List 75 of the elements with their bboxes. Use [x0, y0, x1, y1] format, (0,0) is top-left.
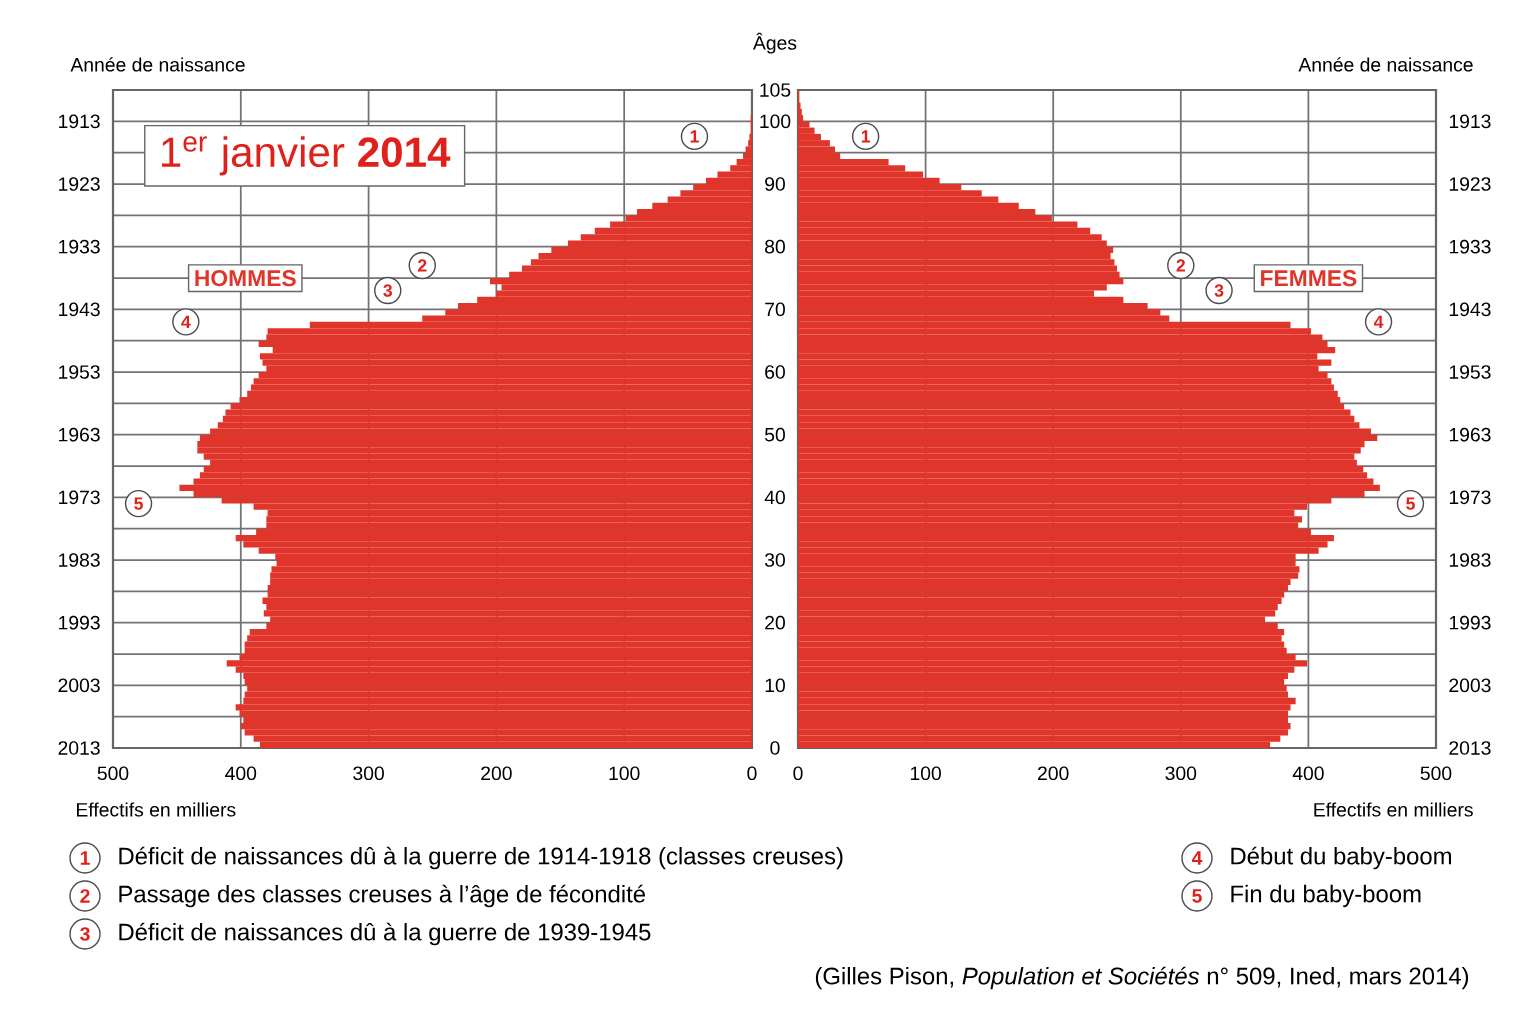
x-tick-label: 200 — [1038, 766, 1069, 781]
y2-tick-label: 1923 — [1449, 177, 1491, 191]
y2-tick-label: 1943 — [59, 302, 100, 317]
y-tick-label: 0 — [770, 741, 780, 755]
annotation: 2 — [417, 259, 427, 272]
y2-tick-label: 1983 — [59, 553, 100, 567]
text: 1 — [80, 851, 90, 865]
text: 2 — [80, 889, 90, 903]
y2-tick-label: 1933 — [1449, 239, 1491, 254]
text: Déficit de naissances dû à la guerre de 1914-1918 (classes creuses) — [119, 846, 843, 870]
text: (Gilles Pison, Population et Sociétés n° 509, Ined, mars 2014) — [815, 966, 1469, 990]
x-tick-label: 300 — [353, 766, 384, 781]
annotation: 5 — [1406, 497, 1415, 510]
annotation: 4 — [181, 315, 191, 328]
annotation: 1 — [690, 130, 699, 143]
y2-axis-title: Année de naissance — [1298, 57, 1473, 72]
annotation: 3 — [383, 284, 393, 297]
x-tick-label: 500 — [1420, 766, 1452, 781]
annotation: 2 — [1176, 259, 1185, 272]
y2-tick-label: 1983 — [1449, 553, 1491, 567]
y-tick-label: 105 — [760, 83, 791, 97]
x-tick-label: 200 — [481, 766, 512, 781]
series-label: HOMMES — [195, 270, 296, 287]
y2-tick-label: 1963 — [1449, 427, 1491, 442]
y-tick-label: 40 — [764, 490, 785, 505]
y2-axis-title: Année de naissance — [70, 57, 245, 72]
x-axis-title: Effectifs en milliers — [1314, 802, 1473, 817]
y2-tick-label: 1963 — [59, 427, 100, 442]
y2-tick-label: 1953 — [1449, 365, 1491, 379]
y2-tick-label: 1993 — [59, 615, 100, 630]
annotation: 3 — [1214, 284, 1224, 297]
y-tick-label: 30 — [764, 553, 785, 567]
y2-tick-label: 2013 — [58, 741, 100, 755]
x-tick-label: 0 — [793, 766, 803, 781]
y-tick-label: 100 — [760, 114, 791, 129]
y-axis-title: Âges — [753, 32, 797, 54]
y2-tick-label: 1933 — [59, 239, 100, 254]
y-tick-label: 90 — [765, 177, 785, 191]
text: 3 — [80, 927, 90, 941]
annotation: 1 — [861, 130, 871, 143]
y2-tick-label: 1923 — [59, 177, 100, 191]
text: Fin du baby-boom — [1231, 884, 1421, 908]
y-tick-label: 60 — [765, 365, 785, 379]
x-tick-label: 400 — [1292, 766, 1324, 781]
y-tick-label: 20 — [765, 615, 785, 630]
y2-tick-label: 1993 — [1449, 615, 1491, 630]
y-tick-label: 10 — [765, 678, 785, 693]
annotation: 5 — [134, 497, 143, 510]
y-tick-label: 80 — [765, 239, 785, 254]
annotation: 4 — [1373, 315, 1384, 328]
y2-tick-label: 1953 — [59, 365, 100, 379]
x-tick-label: 400 — [225, 766, 257, 781]
y2-tick-label: 1973 — [59, 490, 100, 505]
y2-tick-label: 2003 — [1449, 678, 1491, 693]
y2-tick-label: 1913 — [59, 114, 100, 129]
x-tick-label: 300 — [1165, 766, 1197, 781]
x-tick-label: 500 — [97, 766, 129, 781]
text: 5 — [1192, 889, 1202, 903]
text: Déficit de naissances dû à la guerre de 1939-1945 — [119, 922, 651, 946]
text: 1$^{er}$ janvier 2014 — [162, 136, 451, 176]
x-tick-label: 100 — [609, 766, 640, 781]
y2-tick-label: 2003 — [58, 678, 100, 693]
series-label: FEMMES — [1261, 270, 1357, 287]
y2-tick-label: 1973 — [1449, 490, 1491, 505]
y-tick-label: 50 — [765, 427, 785, 442]
text: Début du baby-boom — [1231, 846, 1452, 870]
x-axis-title: Effectifs en milliers — [77, 802, 236, 817]
x-tick-label: 0 — [747, 766, 757, 781]
text: 4 — [1191, 851, 1203, 865]
y2-tick-label: 1913 — [1449, 114, 1491, 129]
x-tick-label: 100 — [910, 766, 941, 781]
text: Passage des classes creuses à l’âge de fécondité — [119, 884, 646, 908]
y-tick-label: 70 — [765, 302, 785, 317]
y2-tick-label: 1943 — [1449, 302, 1491, 317]
y2-tick-label: 2013 — [1449, 741, 1491, 755]
